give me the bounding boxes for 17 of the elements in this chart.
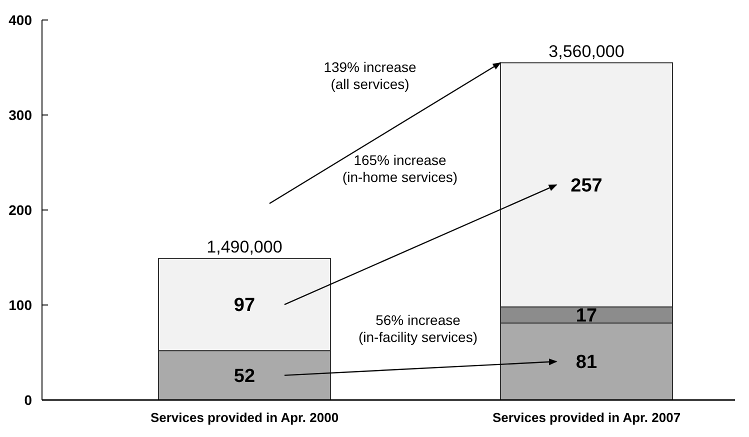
data-label: 97 xyxy=(234,295,256,316)
annotation: 165% increase (in-home services) xyxy=(342,152,458,185)
y-tick-label: 200 xyxy=(8,202,32,218)
y-tick-label: 300 xyxy=(8,106,32,123)
data-label: 17 xyxy=(576,306,598,327)
x-tick-label: Services provided in Apr. 2007 xyxy=(492,410,681,425)
data-label: 52 xyxy=(234,366,256,387)
annotation: 3,560,000 xyxy=(548,42,624,61)
y-tick-label: 400 xyxy=(8,12,32,28)
annotation: 56% increase (in-facility services) xyxy=(358,312,478,345)
data-label: 81 xyxy=(576,352,598,374)
annotation: 139% increase (all services) xyxy=(324,59,417,92)
data-label: 257 xyxy=(570,175,602,196)
y-tick-label: 0 xyxy=(24,392,32,408)
x-tick-label: Services provided in Apr. 2000 xyxy=(150,410,339,425)
annotation: 1,490,000 xyxy=(206,237,282,256)
y-tick-label: 100 xyxy=(8,296,32,313)
